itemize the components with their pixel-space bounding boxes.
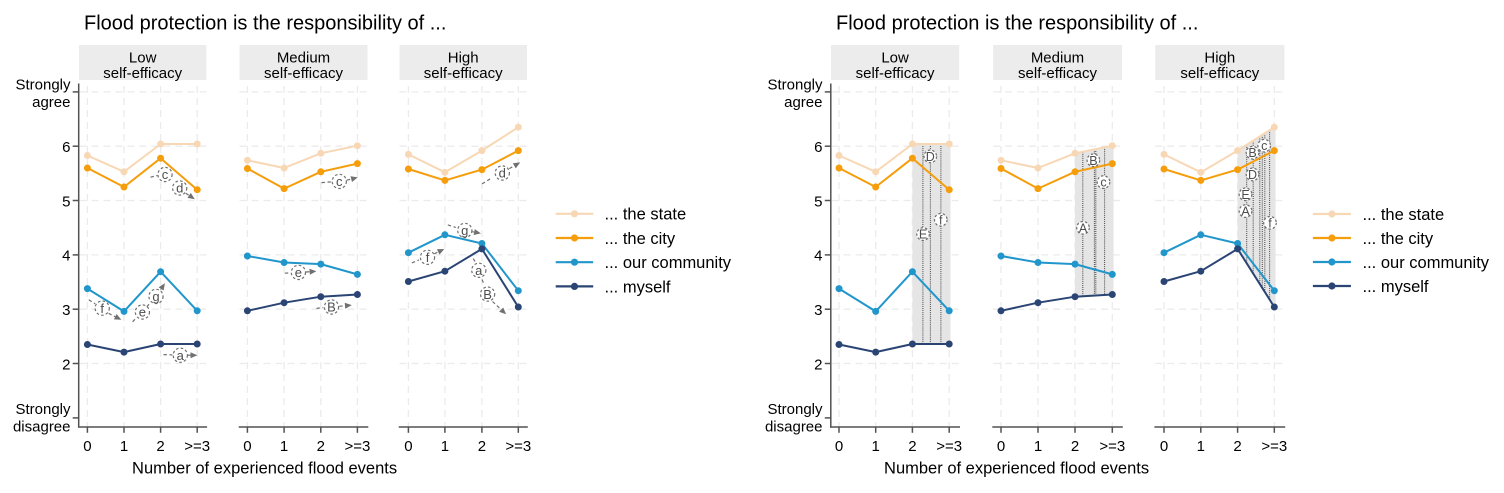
svg-text:self-efficacy: self-efficacy <box>103 65 182 82</box>
svg-text:2: 2 <box>908 438 916 455</box>
svg-text:4: 4 <box>814 248 822 265</box>
svg-text:2: 2 <box>478 438 486 455</box>
svg-text:A: A <box>1241 205 1250 219</box>
svg-text:0: 0 <box>243 438 251 455</box>
svg-text:e: e <box>295 265 302 280</box>
svg-text:2: 2 <box>156 438 164 455</box>
svg-text:5: 5 <box>62 193 70 210</box>
svg-text:Strongly: Strongly <box>15 76 71 93</box>
svg-text:B: B <box>483 287 492 302</box>
svg-text:>=3: >=3 <box>505 438 531 455</box>
svg-text:... our community: ... our community <box>605 254 732 272</box>
svg-text:self-efficacy: self-efficacy <box>856 65 935 82</box>
svg-text:Strongly: Strongly <box>767 76 823 93</box>
svg-text:1: 1 <box>1197 438 1205 455</box>
svg-text:High: High <box>1204 49 1235 66</box>
svg-text:5: 5 <box>814 193 822 210</box>
svg-text:>=3: >=3 <box>184 438 210 455</box>
svg-text:3: 3 <box>62 302 70 319</box>
svg-text:a: a <box>177 348 185 363</box>
svg-text:Low: Low <box>881 49 909 66</box>
svg-text:g: g <box>152 289 159 304</box>
svg-text:a: a <box>475 263 483 278</box>
svg-text:disagree: disagree <box>13 419 71 436</box>
svg-text:Flood protection is the respon: Flood protection is the responsibility o… <box>836 12 1198 34</box>
svg-text:0: 0 <box>1160 438 1168 455</box>
svg-text:D: D <box>1248 168 1257 182</box>
svg-text:self-efficacy: self-efficacy <box>1018 65 1097 82</box>
svg-text:E: E <box>919 228 927 242</box>
svg-text:B: B <box>327 300 336 315</box>
svg-text:c: c <box>336 174 343 189</box>
svg-text:4: 4 <box>62 248 70 265</box>
svg-text:e: e <box>139 305 146 320</box>
svg-text:f: f <box>939 213 943 227</box>
svg-text:f: f <box>1268 216 1272 230</box>
svg-text:3: 3 <box>814 302 822 319</box>
svg-text:B: B <box>1248 146 1256 160</box>
svg-text:Number of experienced flood ev: Number of experienced flood events <box>132 460 397 478</box>
svg-text:Medium: Medium <box>1031 49 1084 66</box>
svg-text:... the city: ... the city <box>605 230 676 248</box>
svg-text:>=3: >=3 <box>1099 438 1125 455</box>
svg-text:D: D <box>926 150 935 164</box>
svg-text:Number of experienced flood ev: Number of experienced flood events <box>884 460 1149 478</box>
svg-text:Flood protection is the respon: Flood protection is the responsibility o… <box>84 12 446 34</box>
svg-text:2: 2 <box>814 356 822 373</box>
svg-text:g: g <box>461 223 468 238</box>
svg-text:self-efficacy: self-efficacy <box>264 65 343 82</box>
svg-text:High: High <box>448 49 479 66</box>
svg-text:d: d <box>176 181 183 196</box>
svg-text:... myself: ... myself <box>1363 278 1429 296</box>
svg-text:0: 0 <box>404 438 412 455</box>
svg-text:c: c <box>1261 139 1267 153</box>
svg-text:>=3: >=3 <box>1261 438 1287 455</box>
svg-text:... myself: ... myself <box>605 278 671 296</box>
svg-text:self-efficacy: self-efficacy <box>1180 65 1259 82</box>
svg-text:self-efficacy: self-efficacy <box>424 65 503 82</box>
svg-text:0: 0 <box>997 438 1005 455</box>
svg-text:1: 1 <box>872 438 880 455</box>
svg-text:1: 1 <box>441 438 449 455</box>
svg-text:d: d <box>499 166 506 181</box>
svg-text:c: c <box>162 167 169 182</box>
svg-text:Medium: Medium <box>277 49 330 66</box>
svg-text:... our community: ... our community <box>1363 254 1490 272</box>
svg-text:c: c <box>1100 176 1106 190</box>
svg-text:0: 0 <box>835 438 843 455</box>
svg-text:2: 2 <box>1233 438 1241 455</box>
svg-text:2: 2 <box>1071 438 1079 455</box>
svg-text:2: 2 <box>62 356 70 373</box>
svg-text:1: 1 <box>280 438 288 455</box>
svg-text:1: 1 <box>1034 438 1042 455</box>
svg-text:0: 0 <box>83 438 91 455</box>
svg-text:agree: agree <box>784 94 822 111</box>
svg-text:agree: agree <box>32 94 70 111</box>
svg-text:Low: Low <box>129 49 157 66</box>
svg-text:Strongly: Strongly <box>15 401 71 418</box>
svg-text:6: 6 <box>62 139 70 156</box>
svg-text:... the state: ... the state <box>605 206 687 224</box>
svg-text:disagree: disagree <box>765 419 823 436</box>
svg-text:E: E <box>1241 188 1249 202</box>
svg-text:B: B <box>1089 154 1097 168</box>
svg-text:... the state: ... the state <box>1363 206 1445 224</box>
svg-text:2: 2 <box>317 438 325 455</box>
svg-text:f: f <box>100 301 104 316</box>
svg-text:f: f <box>426 250 430 265</box>
svg-text:>=3: >=3 <box>344 438 370 455</box>
svg-text:6: 6 <box>814 139 822 156</box>
svg-text:... the city: ... the city <box>1363 230 1434 248</box>
svg-text:>=3: >=3 <box>936 438 962 455</box>
svg-text:Strongly: Strongly <box>767 401 823 418</box>
svg-text:1: 1 <box>120 438 128 455</box>
svg-text:A: A <box>1079 221 1088 235</box>
